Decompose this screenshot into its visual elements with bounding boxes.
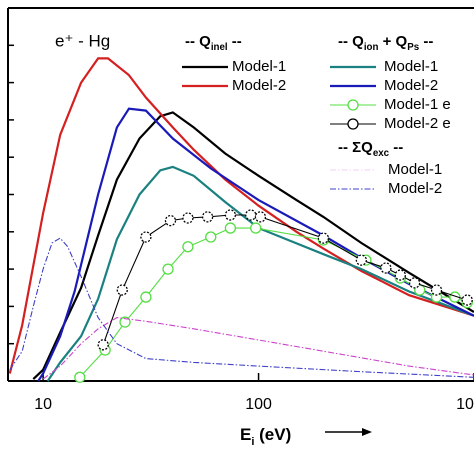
legend-label: Model-1 [388,161,442,178]
legend-header-part: ion [364,42,379,53]
data-point [408,277,421,289]
series-line [37,107,474,382]
data-point [254,211,267,223]
data-point [205,231,217,243]
legend-header-part: exc [373,148,390,159]
legend-header: -- Qinel -- [185,33,242,53]
data-point [140,231,152,243]
legend-header: -- Qion + QPs -- [338,33,433,53]
legend-header-part: Ps [407,42,420,53]
x-tick-label: 10 [456,396,474,413]
legend-header-part: -- [228,33,242,50]
data-point [164,214,177,227]
data-point [119,316,131,328]
data-point [201,211,214,223]
x-axis-label-part: E [240,425,251,444]
data-point [162,263,174,275]
x-axis-label: Ei (eV) [240,425,291,447]
data-point [250,222,262,234]
legend-header-part: -- [389,139,403,156]
series-line [46,165,474,382]
legend-header-part: inel [211,42,228,53]
x-axis-label-part: i [251,436,254,448]
series-line [79,227,468,378]
series-line [42,317,474,380]
legend-label: Model-2 e [384,115,451,132]
legend-marker [347,99,359,111]
data-point [461,294,473,306]
data-point [182,241,194,253]
data-point [140,291,152,303]
data-point [224,222,237,234]
legend-header-part: -- Q [185,33,211,50]
data-point [74,371,86,383]
data-point [430,284,443,296]
legend-label: Model-2 [232,77,286,94]
legend-label: Model-2 [384,77,438,94]
series-line [9,237,474,378]
legend-label: Model-1 [232,58,286,75]
data-point [394,269,406,281]
x-tick-label: 10 [34,396,52,413]
x-arrow-head [362,428,372,436]
data-point [97,339,109,351]
x-tick-label: 100 [245,396,272,413]
data-point [182,212,194,224]
legend-header: -- ΣQexc -- [338,139,403,159]
data-point [380,262,392,274]
legend-header-part: -- ΣQ [338,139,373,156]
data-point [116,284,128,296]
legend-label: Model-1 e [384,96,451,113]
legend-header-part: + Q [378,33,407,50]
series-line [32,111,474,380]
annotation: e⁺ - Hg [55,31,110,50]
legend-header-part: -- [419,33,433,50]
legend-marker [347,118,359,130]
legend-label: Model-2 [388,180,442,197]
data-point [224,209,237,221]
data-point [245,209,257,221]
data-point [449,291,461,303]
series-line [8,57,474,374]
legend-header-part: -- Q [338,33,364,50]
x-axis-label-part: (eV) [254,425,291,444]
data-point [317,232,330,244]
legend-label: Model-1 [384,58,438,75]
data-point [355,254,368,266]
